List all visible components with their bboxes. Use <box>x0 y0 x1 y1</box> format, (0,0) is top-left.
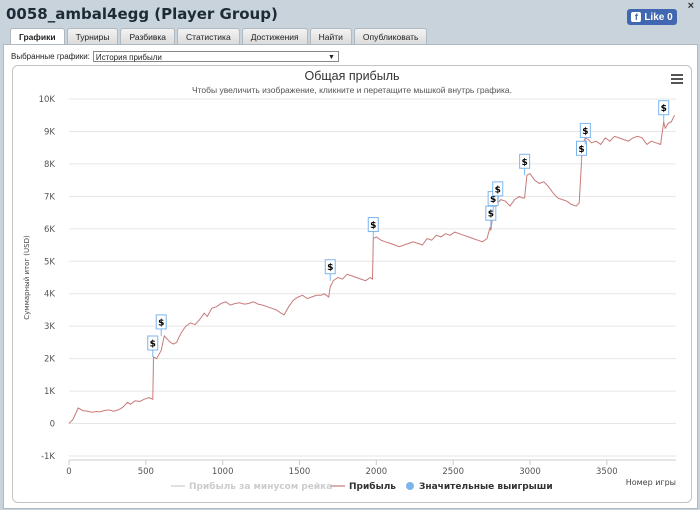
legend-profit-label: Прибыль <box>349 481 396 492</box>
big-win-flag-label: $ <box>327 263 333 273</box>
x-axis-label: Номер игры <box>626 478 676 487</box>
y-tick-label: 6K <box>44 225 55 235</box>
facebook-like-label: Like 0 <box>644 11 673 23</box>
chart-selector-dropdown[interactable]: История прибыли ▼ <box>92 51 339 62</box>
tab-find[interactable]: Найти <box>309 28 352 44</box>
profit-series-line <box>68 114 675 424</box>
big-win-flag-box <box>658 100 670 116</box>
y-tick-label: 4K <box>44 290 55 300</box>
chart-subtitle: Чтобы увеличить изображение, кликните и … <box>191 85 513 95</box>
chart-title: Общая прибыль <box>304 69 400 83</box>
y-tick-label: 5K <box>44 257 55 267</box>
y-tick-label: 7K <box>44 192 55 202</box>
big-win-flag-label: $ <box>370 221 376 231</box>
x-tick-label: 500 <box>138 467 154 477</box>
big-win-flag-label: $ <box>661 104 667 114</box>
big-win-flag-box <box>575 140 587 156</box>
x-tick-label: 3500 <box>596 467 618 477</box>
big-win-flag-box <box>492 181 504 197</box>
legend-net-label: Прибыль за минусом рейка <box>189 481 332 492</box>
tab-tournaments[interactable]: Турниры <box>66 28 119 44</box>
chart-menu-icon[interactable] <box>671 74 683 86</box>
profit-chart[interactable]: Общая прибыль Чтобы увеличить изображени… <box>12 65 692 503</box>
y-tick-label: 2K <box>44 355 55 365</box>
y-tick-label: 9K <box>44 127 55 137</box>
x-tick-label: 3000 <box>519 467 541 477</box>
chart-plot: 10K 9K 8K 7K 6K 5K 4K 3K 2K 1K 0 -1K 0 500 1000 1500 200… <box>23 95 676 492</box>
tab-statistics[interactable]: Статистика <box>177 28 240 44</box>
chart-selector-label: Выбранные графики: <box>11 52 90 61</box>
big-win-flag-label: $ <box>495 185 501 195</box>
big-win-flag-box <box>147 335 159 351</box>
chart-selector-value: История прибыли <box>95 53 162 62</box>
legend-bigwins-marker <box>406 482 414 490</box>
x-tick-label: 2000 <box>366 467 388 477</box>
y-tick-label: 8K <box>44 160 55 170</box>
big-win-flag-label: $ <box>578 145 584 155</box>
big-win-flag-label: $ <box>488 210 494 220</box>
big-win-flag-label: $ <box>522 158 528 168</box>
big-win-flag-box <box>579 122 591 138</box>
tab-bar: Графики Турниры Разбивка Статистика Дост… <box>10 28 428 45</box>
big-win-flag-box <box>519 153 531 169</box>
big-win-flag-box <box>155 314 167 330</box>
big-win-flag-box <box>367 217 379 233</box>
x-tick-label: 1500 <box>289 467 311 477</box>
y-tick-label: 10K <box>39 95 56 105</box>
y-tick-label: -1K <box>41 452 55 462</box>
y-tick-label: 0 <box>50 420 55 430</box>
tab-breakdown[interactable]: Разбивка <box>120 28 176 44</box>
big-win-flag-label: $ <box>158 318 164 328</box>
big-win-flag-box <box>485 205 497 221</box>
facebook-icon: f <box>631 12 642 22</box>
big-win-flag-box <box>324 259 336 275</box>
window-title: 0058_ambal4egg (Player Group) <box>6 5 278 23</box>
y-tick-label: 3K <box>44 322 55 332</box>
y-axis-label: Суммарный итог (USD) <box>23 235 31 320</box>
legend-bigwins-label: Значительные выигрыши <box>419 482 553 492</box>
close-icon[interactable]: × <box>687 0 694 12</box>
x-tick-label: 2500 <box>442 467 464 477</box>
chart-selector-row: Выбранные графики: История прибыли ▼ <box>11 51 339 62</box>
big-win-flag-label: $ <box>582 127 588 137</box>
charts-panel: Выбранные графики: История прибыли ▼ Общ… <box>3 44 698 509</box>
tab-achievements[interactable]: Достижения <box>241 28 308 44</box>
big-win-flag-label: $ <box>490 195 496 205</box>
x-tick-label: 0 <box>66 467 71 477</box>
y-tick-label: 1K <box>44 387 55 397</box>
tab-charts[interactable]: Графики <box>10 28 65 45</box>
facebook-like-button[interactable]: f Like 0 <box>627 9 677 25</box>
x-tick-label: 1000 <box>212 467 234 477</box>
tab-publish[interactable]: Опубликовать <box>353 28 428 44</box>
chevron-down-icon: ▼ <box>327 54 335 61</box>
big-win-flag-label: $ <box>150 340 156 350</box>
